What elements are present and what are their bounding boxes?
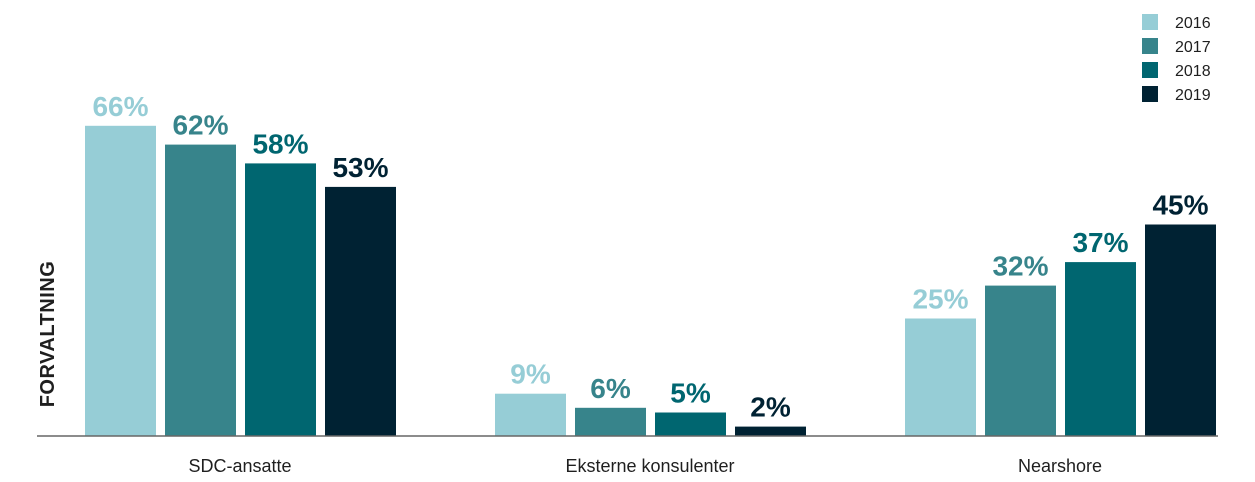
value-label-2017-2: 6% <box>590 373 631 404</box>
value-labels-layer: 66% 62% 58% 53% 9% 6% 5% 2% 25% 32% 37% 45% <box>92 91 1208 423</box>
value-label-2018-3: 37% <box>1072 227 1128 258</box>
legend-swatch-2017 <box>1142 38 1158 54</box>
bar-2019-3 <box>1145 224 1216 436</box>
legend-swatch-2016 <box>1142 14 1158 30</box>
legend-swatch-2018 <box>1142 62 1158 78</box>
category-label-1: SDC-ansatte <box>188 456 291 476</box>
value-label-2019-1: 53% <box>332 152 388 183</box>
bar-2017-2 <box>575 407 646 436</box>
value-label-2019-2: 2% <box>750 392 791 423</box>
legend-label-2018: 2018 <box>1175 63 1211 80</box>
bar-2016-3 <box>905 318 976 436</box>
value-label-2016-2: 9% <box>510 359 551 390</box>
bar-2017-1 <box>165 144 236 436</box>
bar-2016-2 <box>495 393 566 436</box>
value-label-2016-3: 25% <box>912 284 968 315</box>
bar-2018-1 <box>245 163 316 436</box>
value-label-2018-2: 5% <box>670 378 711 409</box>
category-label-2: Eksterne konsulenter <box>565 456 734 476</box>
category-label-3: Nearshore <box>1018 456 1102 476</box>
bar-2017-3 <box>985 285 1056 436</box>
value-label-2017-3: 32% <box>992 251 1048 282</box>
bars-layer <box>85 125 1216 437</box>
legend-label-2016: 2016 <box>1175 15 1211 32</box>
y-axis-label: FORVALTNING <box>37 261 59 408</box>
legend-swatch-2019 <box>1142 86 1158 102</box>
value-label-2017-1: 62% <box>172 110 228 141</box>
bar-2019-2 <box>735 426 806 436</box>
bar-2018-3 <box>1065 262 1136 436</box>
bar-2019-1 <box>325 186 396 436</box>
category-labels-layer: SDC-ansatte Eksterne konsulenter Nearshore <box>188 456 1102 476</box>
value-label-2018-1: 58% <box>252 128 308 159</box>
legend-label-2017: 2017 <box>1175 39 1211 56</box>
bar-2018-2 <box>655 412 726 436</box>
bar-2016-1 <box>85 125 156 437</box>
legend: 2016 2017 2018 2019 <box>1142 14 1211 104</box>
value-label-2019-3: 45% <box>1152 190 1208 221</box>
legend-label-2019: 2019 <box>1175 87 1211 104</box>
value-label-2016-1: 66% <box>92 91 148 122</box>
